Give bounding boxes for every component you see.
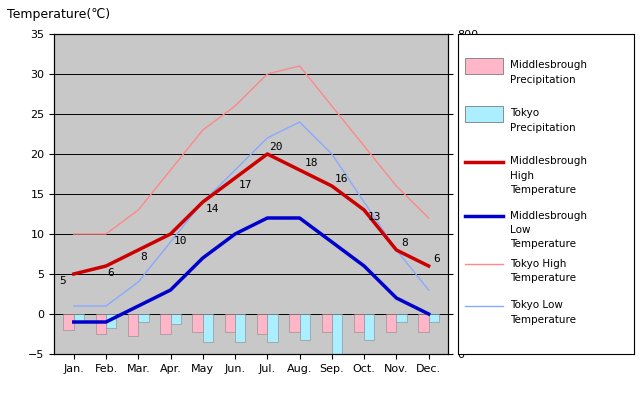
Text: 5: 5	[60, 276, 66, 286]
Bar	[74, 314, 84, 322]
Bar	[268, 314, 278, 342]
Bar	[300, 314, 310, 340]
Text: Low: Low	[511, 225, 531, 235]
Bar	[386, 314, 396, 332]
Text: 10: 10	[174, 236, 188, 246]
Text: 6: 6	[108, 268, 115, 278]
Bar	[257, 314, 268, 334]
Bar	[138, 314, 148, 322]
Text: Middlesbrough: Middlesbrough	[511, 60, 588, 70]
Text: Tokyo Low: Tokyo Low	[511, 300, 563, 310]
Text: Temperature: Temperature	[511, 315, 577, 325]
Text: High: High	[511, 171, 534, 181]
Bar	[321, 314, 332, 332]
Text: 16: 16	[335, 174, 349, 184]
Text: Temperature: Temperature	[511, 240, 577, 250]
Text: 8: 8	[401, 238, 408, 248]
Text: 18: 18	[305, 158, 318, 168]
Bar	[96, 314, 106, 334]
Bar	[128, 314, 138, 336]
Text: 14: 14	[206, 204, 220, 214]
Text: Tokyo High: Tokyo High	[511, 259, 567, 269]
Bar	[364, 314, 374, 340]
Y-axis label: Precipitation(mm): Precipitation(mm)	[484, 138, 497, 250]
Bar	[429, 314, 439, 322]
Bar	[160, 314, 170, 334]
Text: 20: 20	[269, 142, 282, 152]
Text: Tokyo: Tokyo	[511, 108, 540, 118]
Bar	[106, 314, 116, 328]
Bar	[289, 314, 300, 332]
Text: Precipitation: Precipitation	[511, 75, 576, 85]
Text: Temperature: Temperature	[511, 185, 577, 195]
Text: Middlesbrough: Middlesbrough	[511, 211, 588, 221]
Text: 13: 13	[367, 212, 381, 222]
Bar	[332, 314, 342, 362]
Text: Temperature(℃): Temperature(℃)	[7, 8, 110, 21]
Text: 17: 17	[238, 180, 252, 190]
Text: 6: 6	[433, 254, 440, 264]
Bar	[193, 314, 203, 332]
FancyBboxPatch shape	[465, 106, 504, 122]
Bar	[235, 314, 245, 342]
Bar	[63, 314, 74, 330]
Bar	[419, 314, 429, 332]
Text: Temperature: Temperature	[511, 273, 577, 283]
Bar	[225, 314, 235, 332]
Bar	[396, 314, 406, 322]
Bar	[354, 314, 364, 332]
FancyBboxPatch shape	[465, 58, 504, 74]
Text: 8: 8	[140, 252, 147, 262]
Text: Middlesbrough: Middlesbrough	[511, 156, 588, 166]
Bar	[203, 314, 213, 342]
Text: Precipitation: Precipitation	[511, 123, 576, 133]
Bar	[170, 314, 181, 324]
